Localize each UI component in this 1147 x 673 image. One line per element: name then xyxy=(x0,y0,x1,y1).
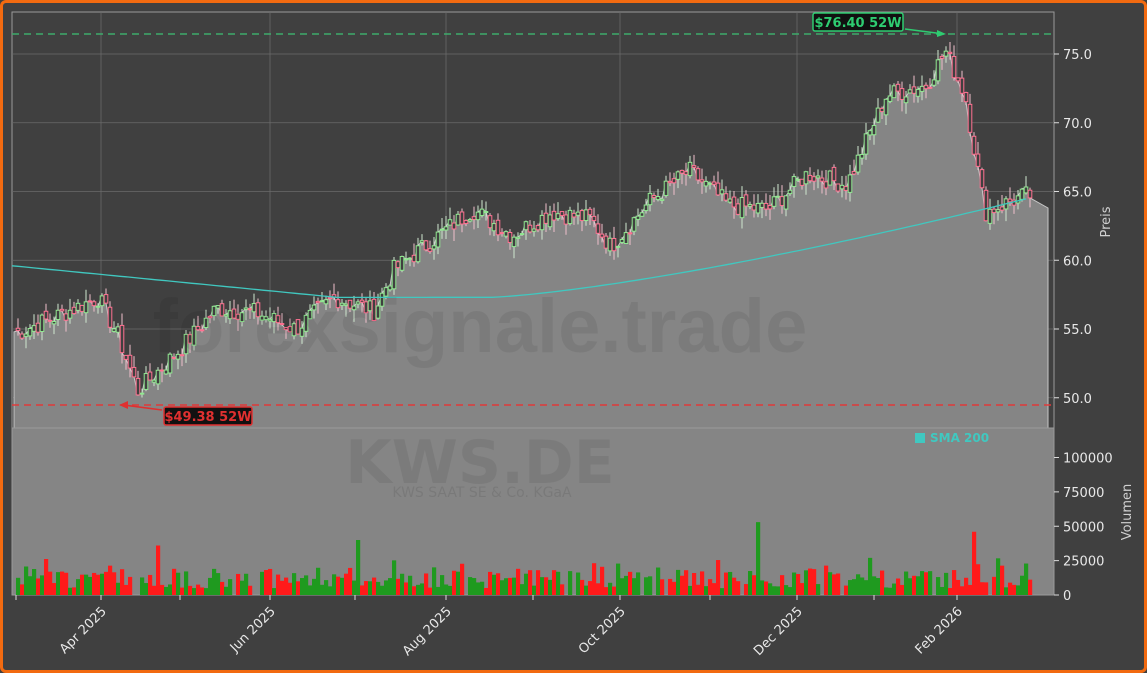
date-tick-label: Aug 2025 xyxy=(400,604,455,659)
52w-high-label: $76.40 52W xyxy=(814,16,901,31)
volume-bars xyxy=(16,522,1033,595)
price-panel: forexsignale.trade $76.40 52W $49.38 52W… xyxy=(11,11,1114,429)
volume-tick-label: 0 xyxy=(1063,589,1071,604)
volume-panel: KWS.DE KWS SAAT SE & Co. KGaA SMA 200 10… xyxy=(11,427,1135,604)
volume-tick-label: 25000 xyxy=(1063,555,1104,570)
volume-tick-label: 50000 xyxy=(1063,520,1104,535)
watermark: forexsignale.trade xyxy=(153,284,808,369)
volume-axis: 100000 75000 50000 25000 0 xyxy=(1054,452,1113,604)
date-tick-label: Apr 2025 xyxy=(57,604,110,657)
date-tick-label: Dec 2025 xyxy=(751,604,806,659)
52w-low-label: $49.38 52W xyxy=(164,410,251,425)
candlesticks xyxy=(15,42,1033,398)
price-axis-title: Preis xyxy=(1099,206,1114,237)
ticker-watermark: KWS.DE xyxy=(345,428,614,498)
volume-tick-label: 75000 xyxy=(1063,486,1104,501)
sma-200-line xyxy=(11,198,1027,299)
price-tick-label: 70.0 xyxy=(1063,117,1092,132)
price-tick-label: 65.0 xyxy=(1063,186,1092,201)
date-axis: Apr 2025 Jun 2025 Aug 2025 Oct 2025 Dec 2025… xyxy=(15,595,966,659)
legend-sma-swatch xyxy=(915,433,925,443)
volume-plot-area xyxy=(11,427,1055,596)
date-tick-label: Jun 2025 xyxy=(227,604,279,656)
legend: SMA 200 xyxy=(915,431,989,445)
52w-low-annotation: $49.38 52W xyxy=(119,401,253,426)
price-tick-label: 55.0 xyxy=(1063,323,1092,338)
price-axis: 75.0 70.0 65.0 60.0 55.0 50.0 xyxy=(1054,48,1092,407)
company-watermark: KWS SAAT SE & Co. KGaA xyxy=(392,485,572,501)
price-tick-label: 60.0 xyxy=(1063,254,1092,269)
price-tick-label: 50.0 xyxy=(1063,392,1092,407)
date-tick-label: Feb 2026 xyxy=(913,604,966,657)
date-tick-label: Oct 2025 xyxy=(576,604,629,657)
volume-axis-title: Volumen xyxy=(1120,484,1135,541)
52w-high-annotation: $76.40 52W xyxy=(812,12,946,37)
volume-tick-label: 100000 xyxy=(1063,452,1113,467)
price-tick-label: 75.0 xyxy=(1063,48,1092,63)
legend-sma-label: SMA 200 xyxy=(930,431,989,445)
